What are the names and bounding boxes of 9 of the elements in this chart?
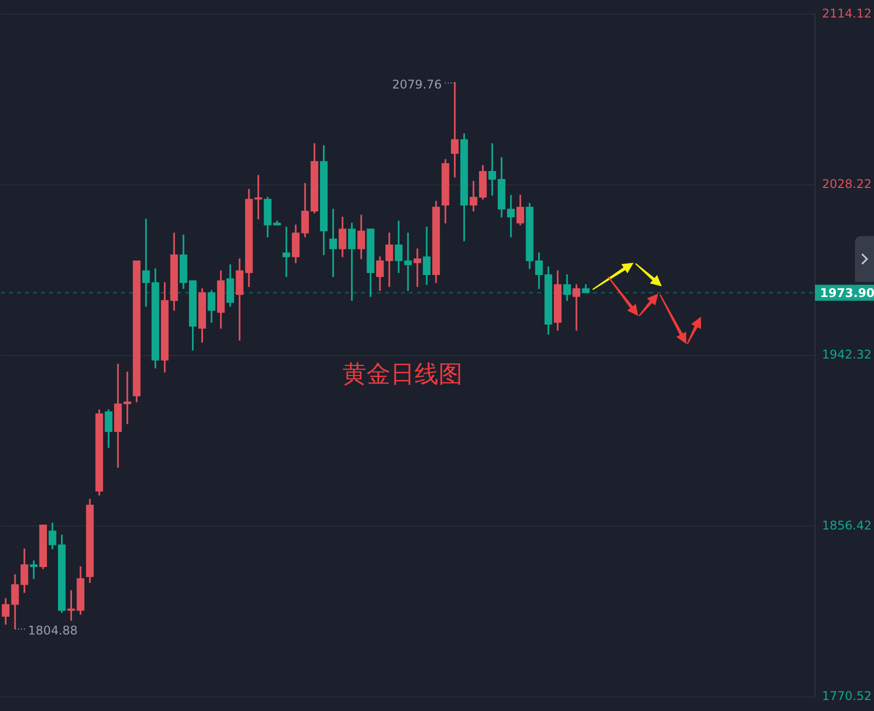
y-tick-label: 1942.32 — [822, 348, 872, 362]
y-tick-label: 1770.52 — [822, 688, 872, 703]
y-tick-label: 1856.42 — [822, 518, 872, 532]
y-tick-label: 2114.12 — [822, 6, 872, 20]
y-tick-label: 2028.22 — [822, 176, 872, 191]
ref-line-label: 1973.90 — [820, 286, 874, 300]
annotation: 2079.76 — [392, 78, 442, 92]
text: 黄金日线图 — [342, 360, 462, 388]
annotation: 1804.88 — [28, 624, 78, 638]
